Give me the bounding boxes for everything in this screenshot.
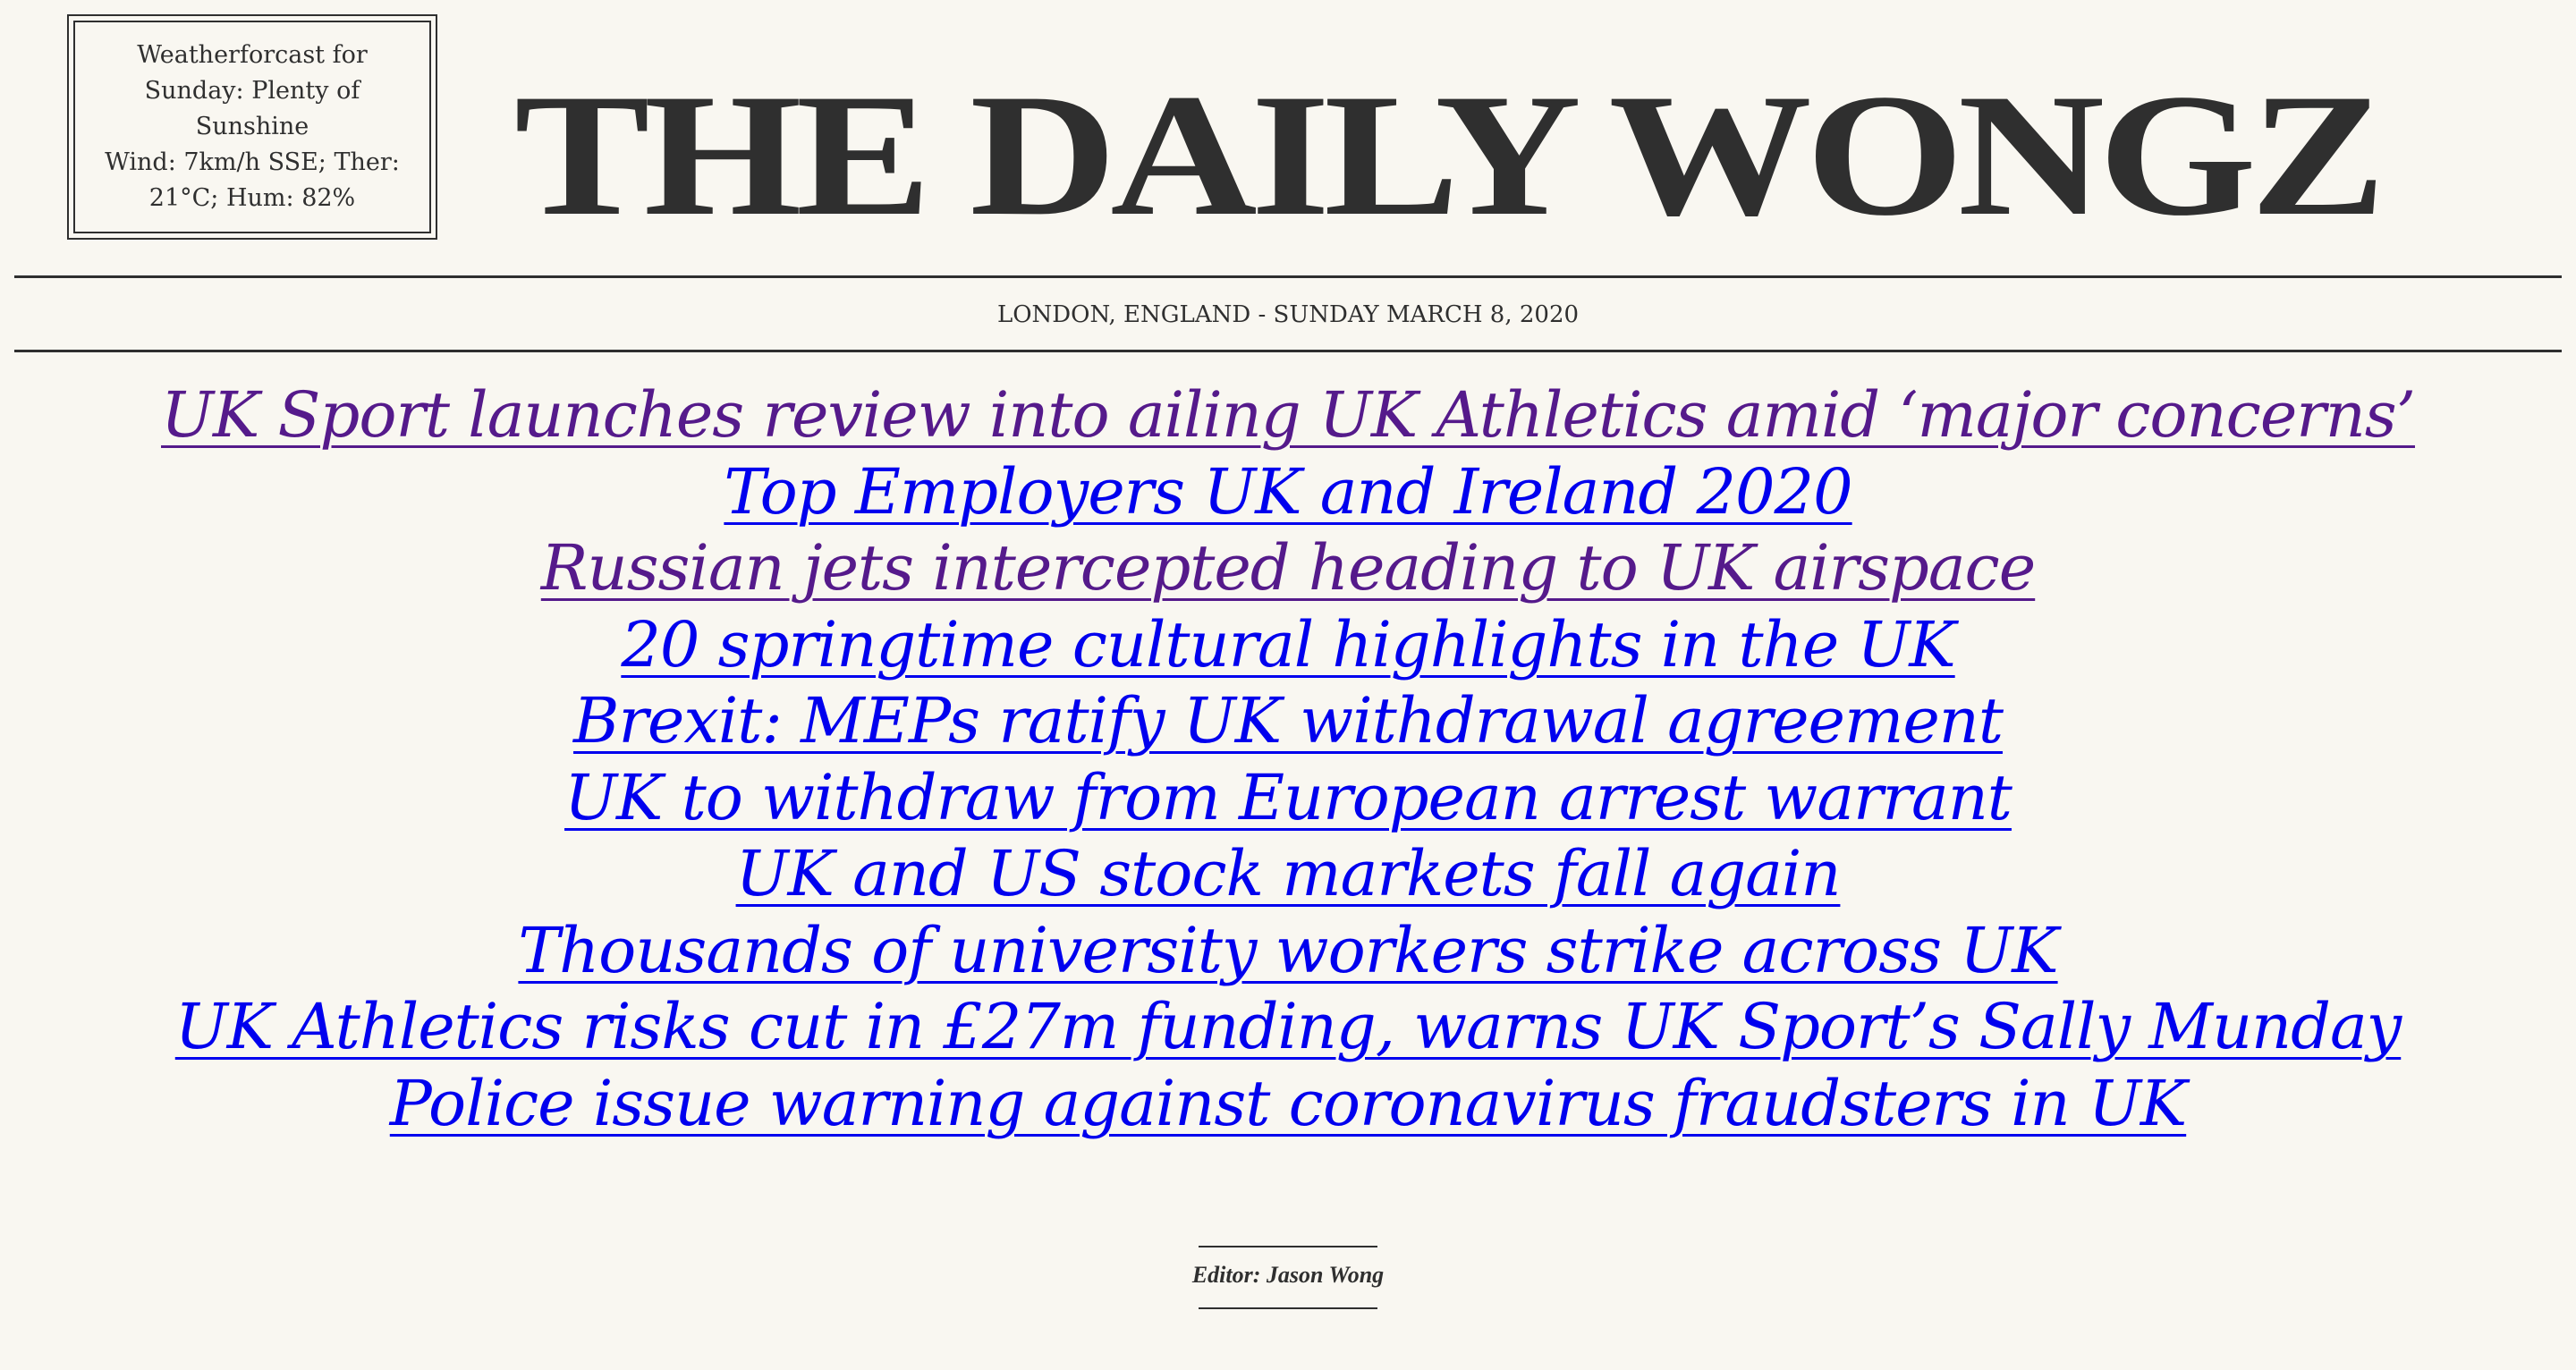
editor-bottom-rule — [1199, 1307, 1377, 1309]
weather-box-inner: Weatherforcast for Sunday: Plenty of Sun… — [73, 21, 431, 233]
headline-link[interactable]: UK and US stock markets fall again — [735, 837, 1842, 910]
headline-link[interactable]: 20 springtime cultural highlights in the… — [621, 607, 1955, 681]
weather-details-text: Wind: 7km/h SSE; Ther: 21°C; Hum: 82% — [105, 148, 400, 212]
headline-link[interactable]: UK to withdraw from European arrest warr… — [564, 760, 2012, 834]
weather-forecast-text: Weatherforcast for Sunday: Plenty of Sun… — [137, 41, 368, 140]
editor-top-rule — [1199, 1246, 1377, 1247]
headline-link[interactable]: Brexit: MEPs ratify UK withdrawal agreem… — [573, 684, 2004, 757]
headline-link[interactable]: Police issue warning against coronavirus… — [389, 1066, 2187, 1140]
weather-box: Weatherforcast for Sunday: Plenty of Sun… — [67, 14, 437, 240]
headline-link[interactable]: UK Athletics risks cut in £27m funding, … — [174, 990, 2402, 1063]
dateline-top-rule — [14, 275, 2562, 278]
dateline: LONDON, ENGLAND - SUNDAY MARCH 8, 2020 — [996, 301, 1580, 328]
headline-link[interactable]: Thousands of university workers strike a… — [518, 913, 2058, 987]
headline-link[interactable]: Russian jets intercepted heading to UK a… — [540, 531, 2036, 605]
editor-credit: Editor: Jason Wong — [1191, 1262, 1385, 1288]
headline-link[interactable]: Top Employers UK and Ireland 2020 — [724, 454, 1852, 529]
headline-link[interactable]: UK Sport launches review into ailing UK … — [161, 378, 2416, 452]
dateline-bottom-rule — [14, 350, 2562, 352]
masthead-title: THE DAILY WONGZ — [514, 58, 2386, 252]
headline-list: UK Sport launches review into ailing UK … — [0, 377, 2576, 1142]
